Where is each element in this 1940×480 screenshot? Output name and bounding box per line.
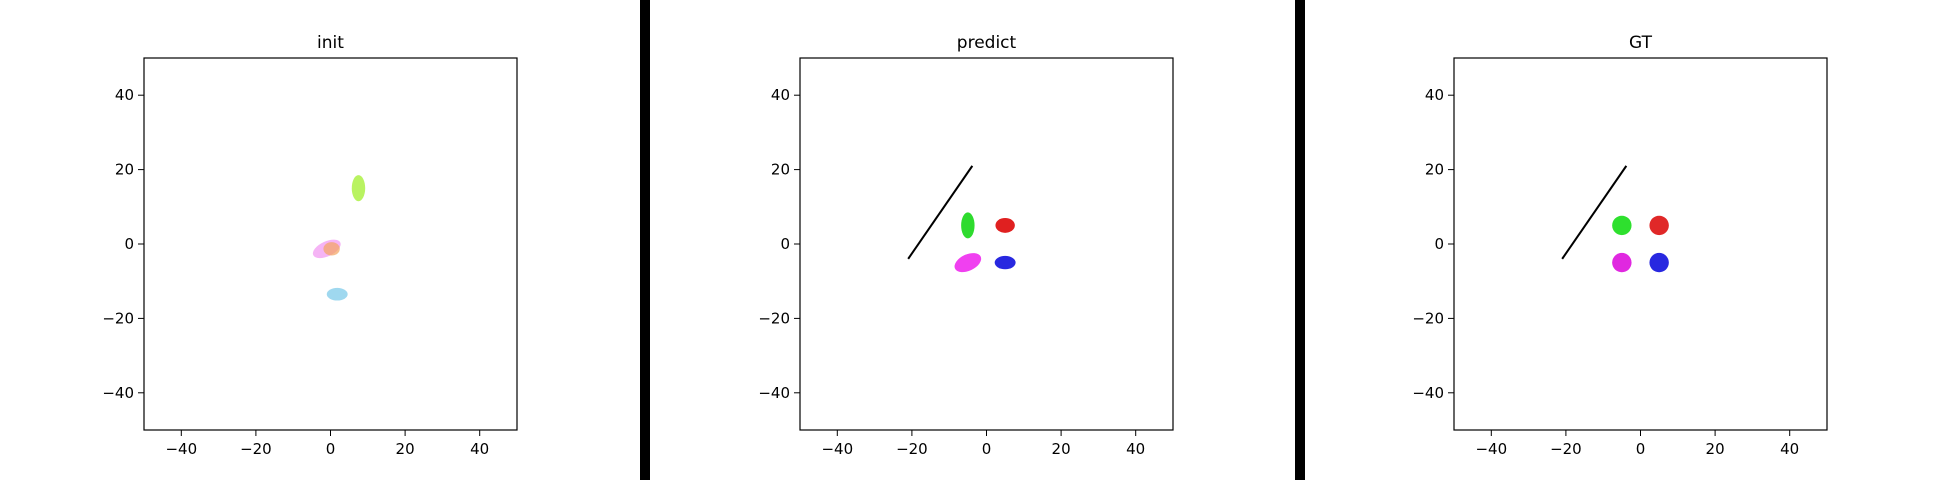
data-segment (907, 165, 974, 260)
data-ellipse (954, 253, 982, 273)
y-tick-label: −20 (758, 309, 790, 327)
data-ellipse (1612, 215, 1632, 236)
x-tick-label: 40 (1780, 440, 1799, 458)
y-tick-label: 20 (771, 161, 790, 179)
data-ellipse (994, 255, 1016, 270)
y-tick-label: −20 (1412, 309, 1444, 327)
axes-frame (1453, 57, 1828, 431)
chart-title: GT (1629, 33, 1653, 53)
data-ellipse (323, 242, 340, 256)
y-tick-label: 0 (1434, 235, 1444, 253)
y-tick-label: −20 (102, 309, 134, 327)
data-ellipse (326, 287, 348, 301)
data-ellipse (995, 217, 1015, 233)
y-tick-label: 40 (115, 86, 134, 104)
y-tick-label: −40 (1412, 384, 1444, 402)
panel-divider (640, 0, 650, 480)
plot-area (907, 165, 1016, 273)
y-tick-label: 40 (771, 86, 790, 104)
x-tick-label: 40 (470, 440, 489, 458)
chart-title: init (317, 33, 344, 53)
x-tick-label: 0 (982, 440, 992, 458)
panel-divider (1295, 0, 1305, 480)
y-tick-label: 0 (124, 235, 134, 253)
x-tick-label: 20 (396, 440, 415, 458)
y-tick-label: −40 (102, 384, 134, 402)
chart-title: predict (957, 33, 1017, 53)
x-tick-label: −40 (821, 440, 853, 458)
y-tick-label: 20 (115, 161, 134, 179)
x-tick-label: −20 (1550, 440, 1582, 458)
data-segment (1561, 165, 1628, 260)
x-tick-label: 20 (1706, 440, 1725, 458)
plot-area (1561, 165, 1669, 273)
data-ellipse (1612, 252, 1632, 273)
data-ellipse (1649, 215, 1669, 236)
y-tick-label: 0 (780, 235, 790, 253)
x-tick-label: 0 (1636, 440, 1646, 458)
data-ellipse (961, 212, 975, 239)
x-tick-label: 0 (326, 440, 336, 458)
data-ellipse (1649, 252, 1669, 273)
y-tick-label: 40 (1425, 86, 1444, 104)
x-tick-label: 20 (1052, 440, 1071, 458)
data-ellipse (351, 175, 366, 202)
y-tick-label: 20 (1425, 161, 1444, 179)
x-tick-label: −20 (896, 440, 928, 458)
plot-area (312, 175, 366, 301)
x-tick-label: −20 (240, 440, 272, 458)
x-tick-label: −40 (165, 440, 197, 458)
y-tick-label: −40 (758, 384, 790, 402)
x-tick-label: −40 (1475, 440, 1507, 458)
x-tick-label: 40 (1126, 440, 1145, 458)
